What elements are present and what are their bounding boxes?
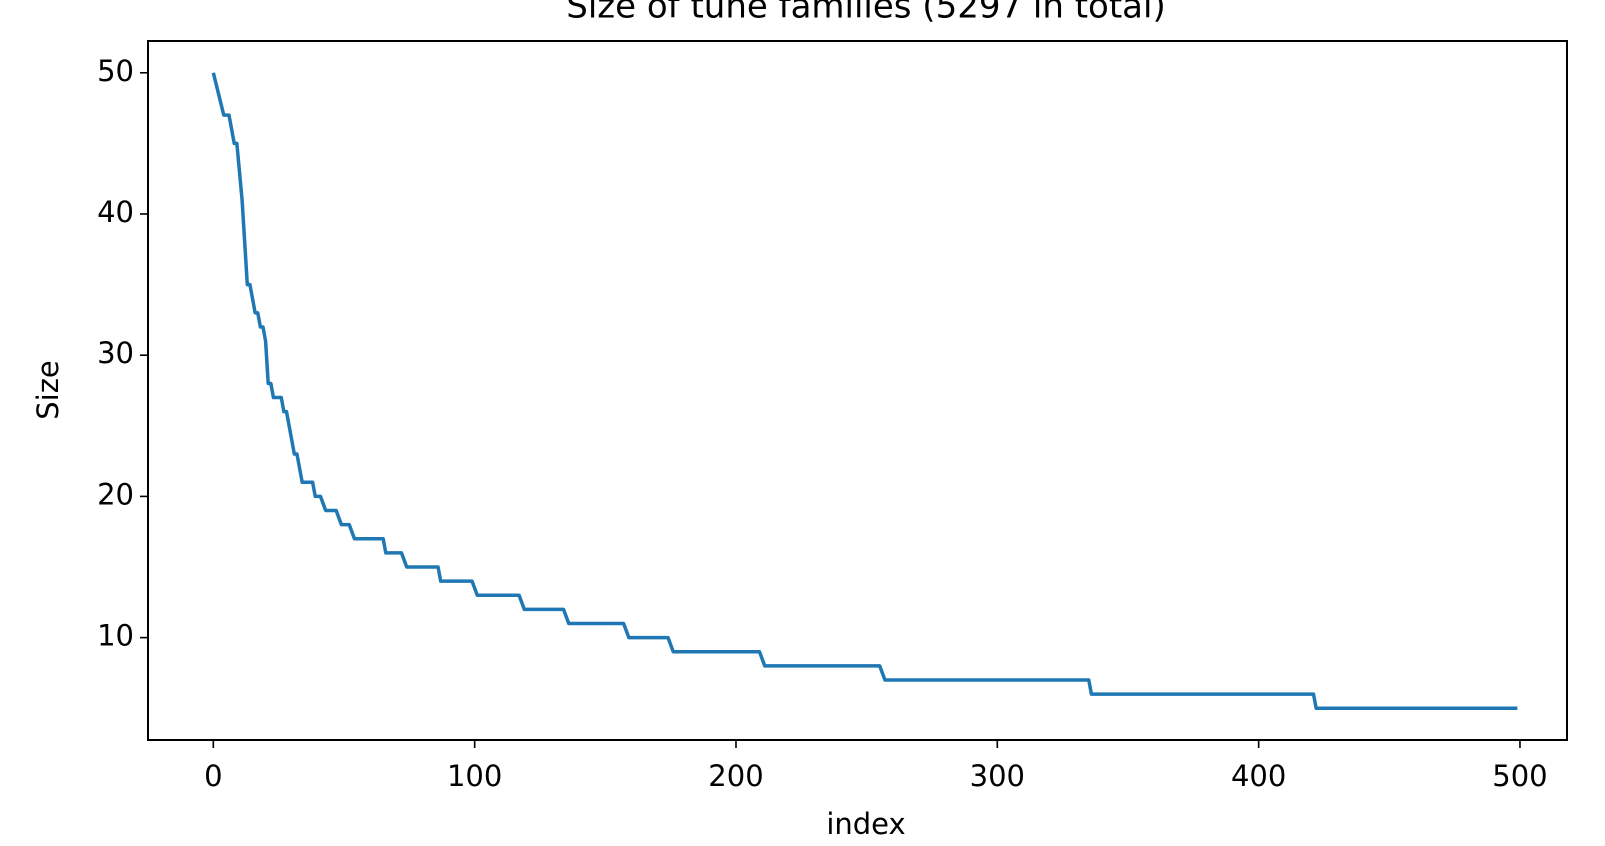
y-tick-label: 20 xyxy=(97,477,134,511)
chart-title: Size of tune families (5297 in total) xyxy=(566,0,1165,27)
x-axis-label: index xyxy=(826,807,905,841)
y-tick-label: 40 xyxy=(97,195,134,229)
data-line xyxy=(211,72,1518,710)
x-tick-label: 200 xyxy=(708,759,763,793)
x-tick-label: 100 xyxy=(447,759,502,793)
x-tick-label: 500 xyxy=(1492,759,1547,793)
y-tick-label: 30 xyxy=(97,336,134,370)
x-tick-label: 400 xyxy=(1231,759,1286,793)
y-tick-label: 50 xyxy=(97,54,134,88)
y-tick-label: 10 xyxy=(97,619,134,653)
x-tick-label: 300 xyxy=(970,759,1025,793)
plot-frame xyxy=(147,40,1568,741)
y-axis-label: Size xyxy=(31,360,65,420)
x-tick-label: 0 xyxy=(204,759,222,793)
